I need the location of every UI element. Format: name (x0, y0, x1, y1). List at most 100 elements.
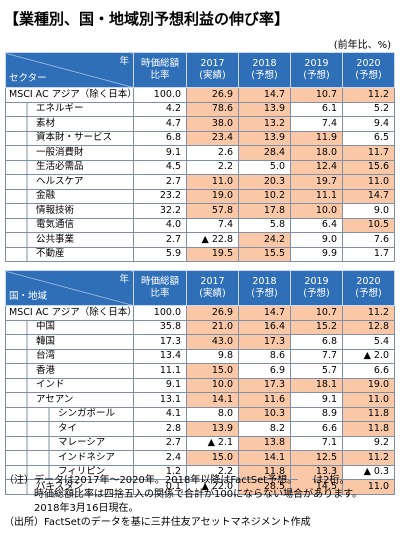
cell: 7.7 (290, 348, 343, 364)
cell: 17.3 (133, 334, 187, 350)
corner-top: 年 (119, 274, 129, 285)
cell: 5.7 (290, 363, 343, 379)
column-header: 時価総額 比率 (133, 52, 187, 88)
header-row: 年セクター 時価総額 比率 2017 (実績) 2018 (予想) 2019 (予想) 2020(… (5, 52, 395, 88)
cell: 11.1 (290, 188, 343, 204)
row-label: マレーシア (5, 435, 134, 451)
cell: 13.8 (238, 435, 291, 451)
cell: 17.3 (238, 377, 291, 393)
cell: 11.2 (342, 305, 395, 321)
cell: 11.0 (186, 174, 239, 190)
tables: 年セクター 時価総額 比率 2017 (実績) 2018 (予想) 2019 (予想) 2020(… (5, 52, 395, 503)
data-row: 香港 11.1 15.0 6.9 5.7 6.6 (5, 363, 395, 379)
column-header: 2019 (予想) (290, 270, 343, 306)
row-label: 素材 (5, 116, 134, 132)
cell: 11.7 (342, 145, 395, 161)
cell: 6.6 (342, 363, 395, 379)
cell: 2.2 (186, 159, 239, 175)
cell: 4.0 (133, 217, 187, 233)
row-label: エネルギー (5, 101, 134, 117)
data-table: 年セクター 時価総額 比率 2017 (実績) 2018 (予想) 2019 (予想) 2020(… (5, 52, 395, 262)
cell: 11.2 (342, 450, 395, 466)
source-line: （出所）FactSetのデータを基に三井住友アセットマネジメント作成 (4, 516, 362, 530)
cell: 15.6 (342, 159, 395, 175)
column-header-line: 2017 (200, 276, 225, 287)
cell: 26.9 (186, 87, 239, 103)
cell: 11.6 (238, 392, 291, 408)
row-label: インドネシア (5, 450, 134, 466)
cell: 8.9 (290, 406, 343, 422)
corner-bottom: 国・地域 (9, 291, 48, 302)
column-header: 2018 (予想) (238, 270, 291, 306)
column-header-line: 2017 (200, 58, 225, 69)
cell: 8.2 (238, 421, 291, 437)
cell: 12.5 (290, 450, 343, 466)
cell: 9.2 (342, 435, 395, 451)
cell: 13.4 (133, 348, 187, 364)
cell: 9.1 (133, 377, 187, 393)
data-row: タイ 2.8 13.9 8.2 6.6 11.8 (5, 421, 395, 437)
data-row: 一般消費財 9.1 2.6 28.4 18.0 11.7 (5, 145, 395, 161)
row-label: アセアン (5, 392, 134, 408)
data-row: マレーシア 2.7 ▲ 2.1 13.8 7.1 9.2 (5, 435, 395, 451)
cell: 6.1 (290, 101, 343, 117)
row-label: 資本財・サービス (5, 130, 134, 146)
cell: 21.0 (186, 319, 239, 335)
cell: 11.1 (133, 363, 187, 379)
cell: 100.0 (133, 305, 187, 321)
cell: 11.9 (290, 130, 343, 146)
cell: ▲ 2.0 (342, 348, 395, 364)
cell: 11.8 (342, 406, 395, 422)
data-table: 年国・地域 時価総額 比率 2017 (実績) 2018 (予想) 2019 (予想) 2020(… (5, 270, 395, 495)
cell: 9.0 (290, 232, 343, 248)
cell: 11.0 (342, 392, 395, 408)
data-row: パキスタン 0.1 ▲ 22.0 28.5 14.5 11.0 (5, 479, 395, 495)
cell: 11.2 (342, 87, 395, 103)
data-row: 中国 35.8 21.0 16.4 15.2 12.8 (5, 319, 395, 335)
cell: 38.0 (186, 116, 239, 132)
cell: 5.2 (342, 101, 395, 117)
column-header-line: (予想) (251, 288, 278, 299)
cell: 19.5 (186, 246, 239, 262)
column-header: 時価総額 比率 (133, 270, 187, 306)
cell: 8.6 (238, 348, 291, 364)
cell: 6.9 (238, 363, 291, 379)
cell: 2.7 (133, 174, 187, 190)
cell: 13.9 (238, 101, 291, 117)
cell: 11.8 (342, 421, 395, 437)
cell: 24.2 (238, 232, 291, 248)
row-label: 一般消費財 (5, 145, 134, 161)
cell: 14.7 (238, 87, 291, 103)
column-header-line: 2019 (304, 58, 329, 69)
title: 【業種別、国・地域別予想利益の伸び率】 (4, 10, 290, 28)
corner-cell: 年国・地域 (5, 270, 134, 306)
cell: 7.4 (290, 116, 343, 132)
row-label: MSCI AC アジア（除く日本） (5, 87, 134, 103)
cell: 6.6 (290, 421, 343, 437)
column-header-line: 2020 (356, 276, 381, 287)
cell: 15.5 (238, 246, 291, 262)
data-row: 素材 4.7 38.0 13.2 7.4 9.4 (5, 116, 395, 132)
data-row: 台湾 13.4 9.8 8.6 7.7 ▲ 2.0 (5, 348, 395, 364)
row-label: MSCI AC アジア（除く日本） (5, 305, 134, 321)
column-header-line: (予想) (251, 70, 278, 81)
unit: (前年比、%) (333, 40, 391, 51)
cell: 28.4 (238, 145, 291, 161)
cell: 8.0 (186, 406, 239, 422)
cell: 43.0 (186, 334, 239, 350)
cell: 19.7 (290, 174, 343, 190)
cell: 14.1 (186, 392, 239, 408)
cell: 9.1 (133, 145, 187, 161)
cell: 10.0 (186, 377, 239, 393)
cell: 12.8 (342, 319, 395, 335)
column-header-line: 2018 (252, 58, 277, 69)
data-row: 生活必需品 4.5 2.2 5.0 12.4 15.6 (5, 159, 395, 175)
data-row: アセアン 13.1 14.1 11.6 9.1 11.0 (5, 392, 395, 408)
cell: 9.9 (290, 246, 343, 262)
cell: 4.5 (133, 159, 187, 175)
note-line: 時価総額比率は四捨五入の関係で合計が100にならない場合があります。 (34, 489, 363, 500)
cell: 10.0 (290, 203, 343, 219)
data-row: 情報技術 32.2 57.8 17.8 10.0 9.0 (5, 203, 395, 219)
cell: 32.2 (133, 203, 187, 219)
row-label: 電気通信 (5, 217, 134, 233)
